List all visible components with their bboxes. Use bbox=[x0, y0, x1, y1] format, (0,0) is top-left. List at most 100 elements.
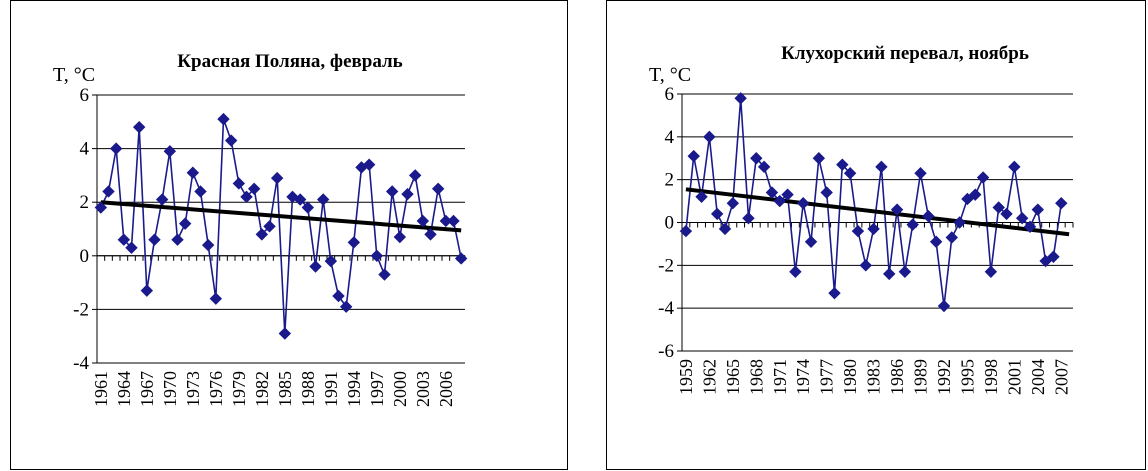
data-point bbox=[1047, 250, 1060, 263]
data-point bbox=[217, 112, 230, 126]
data-point bbox=[1039, 254, 1052, 268]
data-point bbox=[804, 235, 818, 248]
chart-title: Красная Поляна, февраль bbox=[177, 51, 402, 72]
data-point bbox=[742, 212, 755, 225]
x-tick-label: 1961 bbox=[91, 371, 111, 407]
data-point bbox=[232, 177, 246, 190]
data-point bbox=[929, 235, 943, 248]
data-point bbox=[976, 171, 990, 184]
data-point bbox=[186, 166, 200, 179]
data-point bbox=[750, 152, 763, 165]
data-point bbox=[1008, 160, 1021, 174]
data-point bbox=[393, 230, 407, 244]
data-point bbox=[148, 233, 161, 246]
trend-line bbox=[100, 200, 462, 233]
x-tick-label: 1970 bbox=[160, 371, 180, 407]
chart-klukhorsky-pass: Клухорский перевал, ноябрь T, °C6 4 2 0 -2 -4 -… bbox=[649, 43, 1074, 395]
data-point bbox=[734, 92, 747, 105]
chart-panel-krasnaya-polyana: Красная Поляна, февраль T, °C 6 4 2 0 -2 -4 1961… bbox=[10, 0, 568, 470]
data-point bbox=[757, 160, 771, 174]
y-tick-label: 6 bbox=[665, 84, 675, 105]
data-point bbox=[370, 249, 384, 263]
data-point bbox=[255, 228, 269, 241]
data-point bbox=[209, 292, 223, 305]
data-point bbox=[385, 185, 399, 198]
x-tick-label: 1977 bbox=[817, 359, 837, 395]
data-point bbox=[155, 193, 169, 206]
y-tick-label: -4 bbox=[73, 353, 89, 374]
y-tick-label: 2 bbox=[80, 192, 90, 213]
data-point bbox=[898, 265, 912, 278]
trend-line bbox=[685, 187, 1070, 237]
data-point bbox=[1015, 212, 1029, 225]
data-point bbox=[718, 222, 732, 236]
data-point bbox=[339, 300, 353, 313]
chart-title: Клухорский перевал, ноябрь bbox=[781, 43, 1029, 64]
data-point bbox=[984, 265, 998, 278]
data-point bbox=[263, 220, 276, 233]
data-point bbox=[316, 193, 330, 206]
data-point bbox=[953, 216, 966, 229]
data-point bbox=[820, 186, 833, 199]
x-tick-label: 2007 bbox=[1051, 359, 1071, 395]
data-point bbox=[695, 190, 708, 204]
data-point bbox=[1055, 197, 1068, 210]
y-tick-label: -6 bbox=[658, 341, 674, 362]
x-tick-label: 2001 bbox=[1004, 359, 1024, 395]
data-point bbox=[301, 201, 315, 214]
x-tick-label: 2000 bbox=[390, 371, 410, 407]
data-point bbox=[362, 158, 376, 171]
y-axis-label: T, °C bbox=[649, 64, 691, 86]
y-tick-label: 2 bbox=[665, 170, 675, 191]
data-point bbox=[937, 299, 951, 313]
x-tick-label: 1982 bbox=[252, 371, 272, 407]
x-tick-label: 1992 bbox=[934, 359, 954, 395]
data-point bbox=[401, 187, 414, 201]
data-point bbox=[1023, 220, 1037, 233]
chart-krasnaya-polyana: Красная Поляна, февраль T, °C6 4 2 0 -2 -41961… bbox=[53, 51, 468, 407]
y-tick-label: 4 bbox=[80, 139, 90, 160]
data-point bbox=[247, 182, 261, 196]
x-tick-label: 1976 bbox=[206, 371, 226, 407]
x-tick-label: 1986 bbox=[887, 359, 907, 395]
data-point bbox=[1000, 207, 1013, 221]
data-point bbox=[773, 194, 786, 208]
data-point bbox=[992, 201, 1005, 214]
x-tick-label: 1995 bbox=[957, 359, 977, 395]
data-point bbox=[270, 171, 284, 185]
x-tick-label: 1959 bbox=[676, 359, 696, 395]
data-point bbox=[171, 233, 184, 246]
x-tick-label: 1991 bbox=[321, 371, 341, 407]
y-tick-label: 6 bbox=[80, 85, 90, 106]
data-point bbox=[201, 238, 215, 252]
x-tick-label: 1965 bbox=[723, 359, 743, 395]
data-point bbox=[961, 192, 974, 206]
y-tick-label: 4 bbox=[665, 127, 675, 148]
data-point bbox=[781, 188, 794, 201]
data-point bbox=[324, 254, 338, 268]
data-point bbox=[914, 167, 927, 180]
data-point bbox=[140, 284, 154, 297]
data-point bbox=[132, 120, 146, 134]
data-point bbox=[347, 236, 361, 249]
x-tick-label: 1962 bbox=[699, 359, 719, 395]
data-point bbox=[945, 231, 958, 244]
series-line bbox=[685, 98, 1063, 307]
data-point bbox=[890, 203, 904, 216]
data-point bbox=[922, 209, 935, 223]
x-tick-label: 1967 bbox=[137, 371, 157, 407]
data-point bbox=[765, 186, 779, 199]
y-tick-label: -2 bbox=[658, 255, 674, 276]
x-tick-label: 1983 bbox=[864, 359, 884, 395]
y-axis-label: T, °C bbox=[53, 64, 95, 86]
data-point bbox=[109, 142, 123, 155]
data-point bbox=[178, 217, 192, 230]
x-tick-label: 1964 bbox=[114, 371, 134, 407]
data-point bbox=[224, 134, 238, 147]
data-point bbox=[447, 214, 460, 228]
data-point bbox=[906, 218, 919, 231]
data-point bbox=[726, 197, 740, 210]
data-point bbox=[194, 185, 207, 198]
data-point bbox=[883, 267, 896, 281]
x-tick-label: 2003 bbox=[413, 371, 433, 407]
